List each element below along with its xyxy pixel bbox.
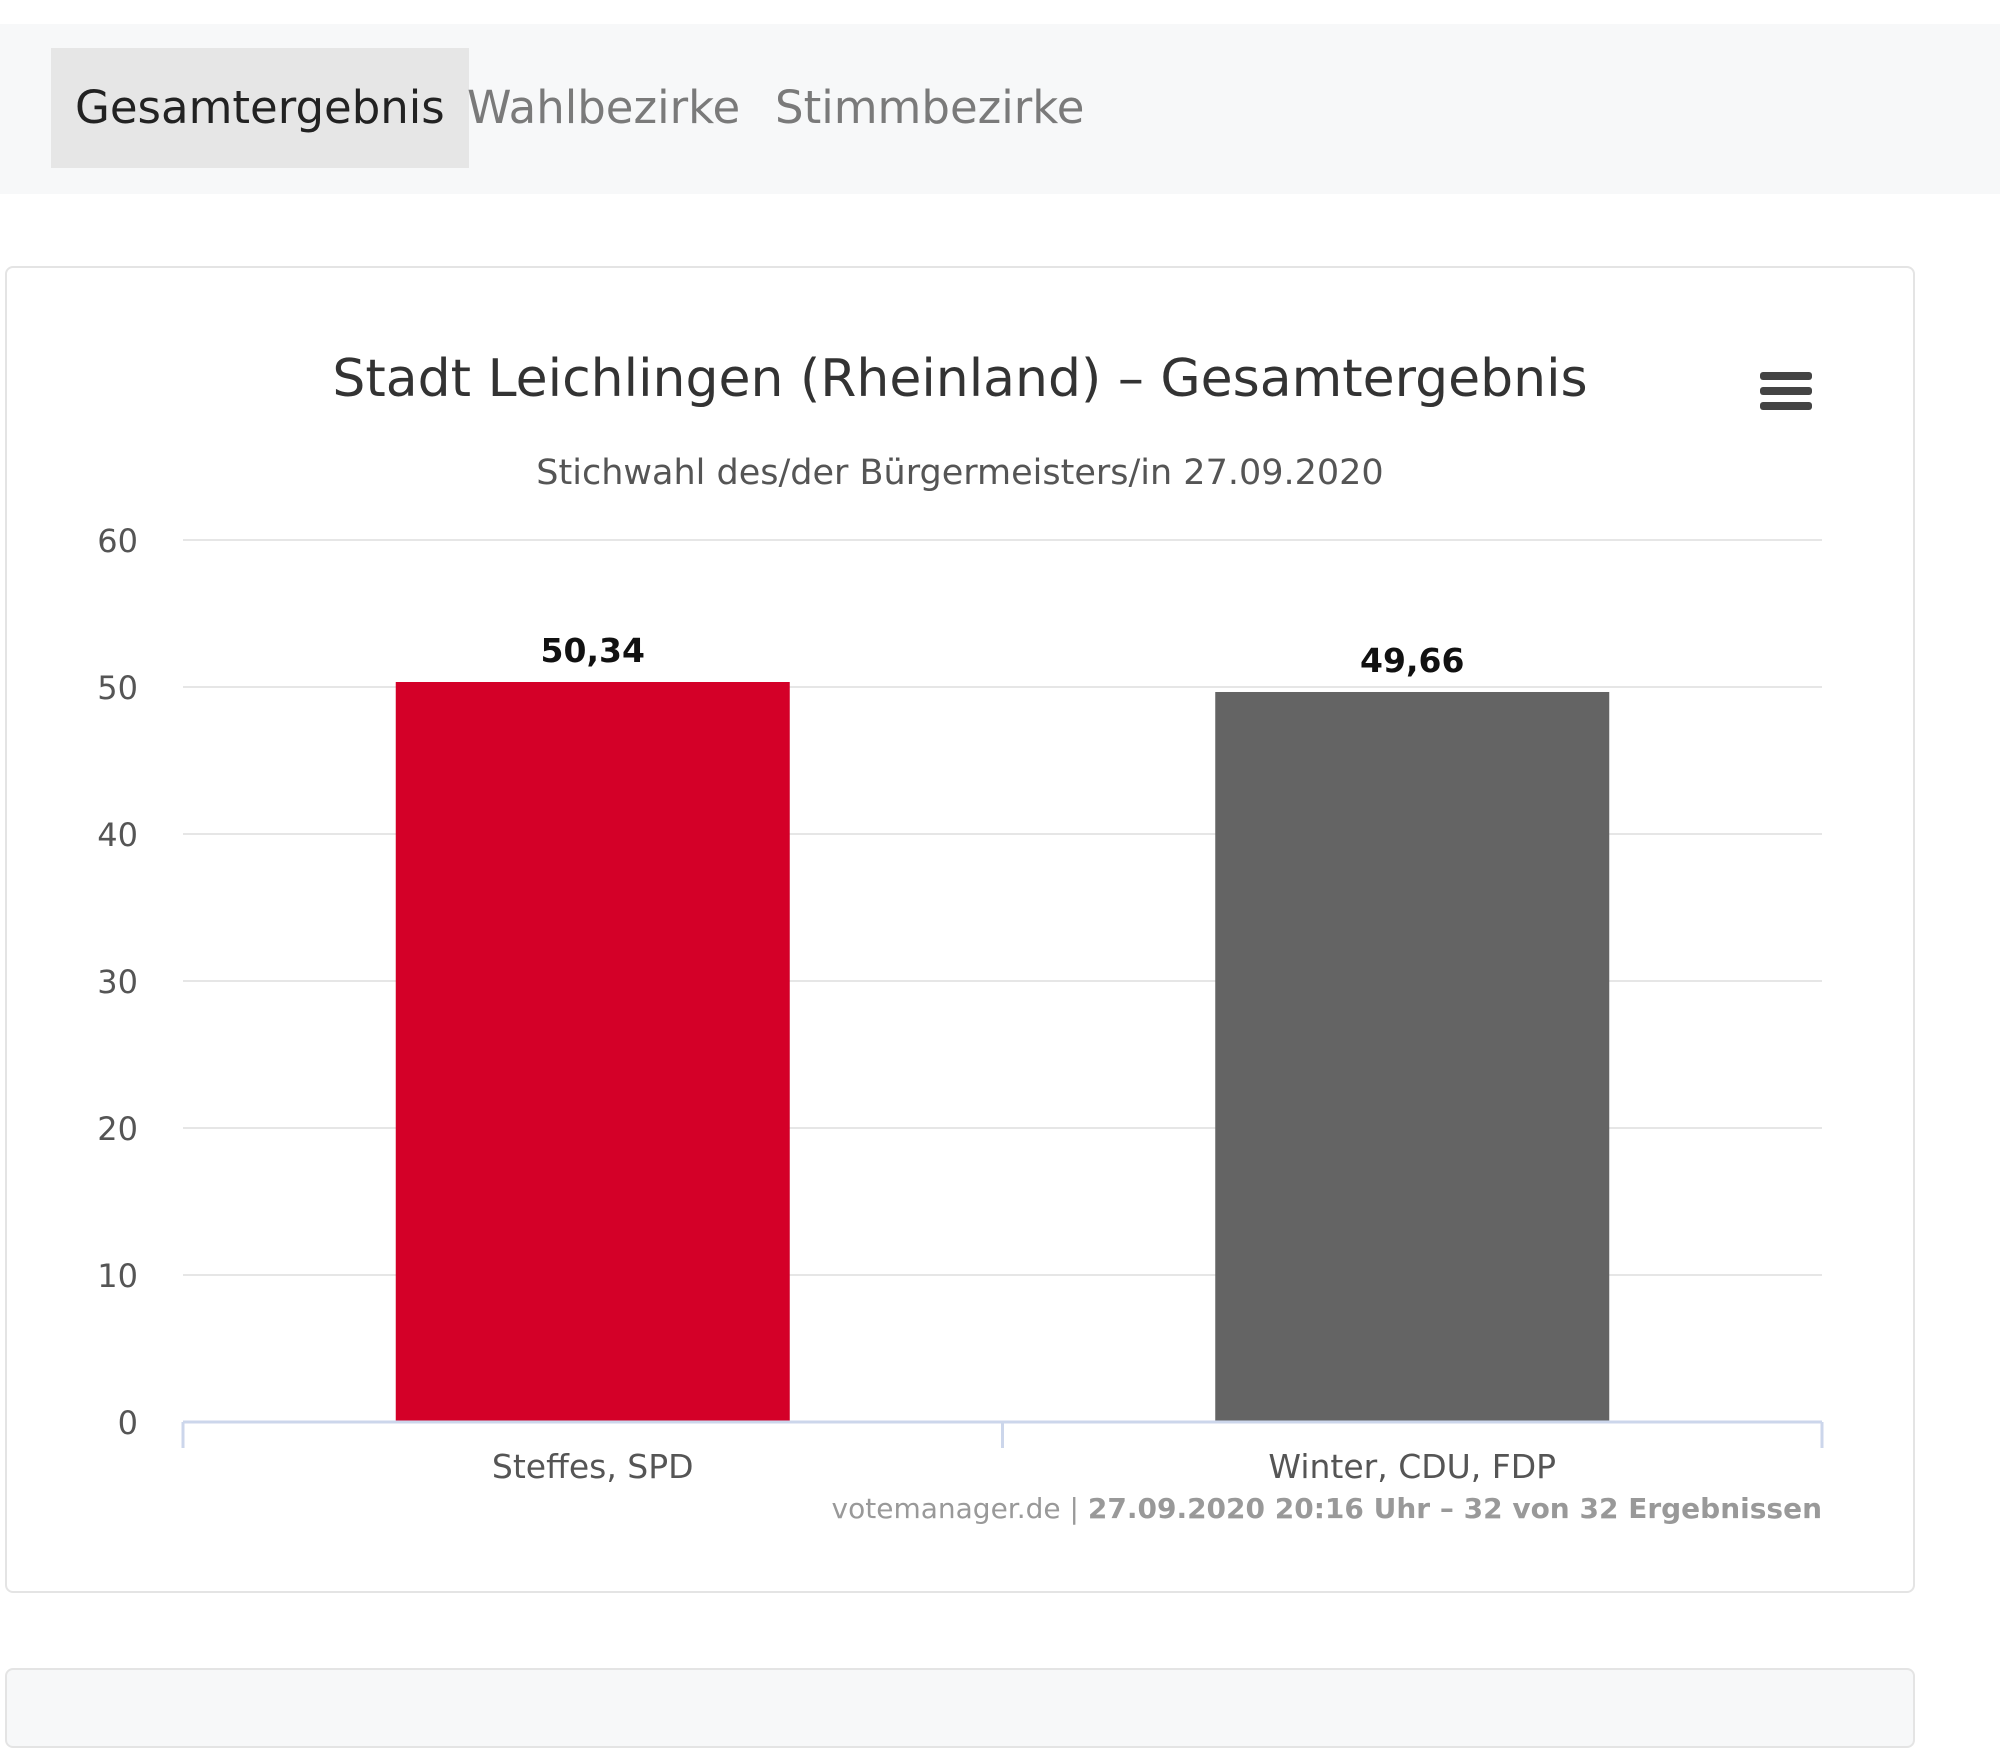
bar[interactable] bbox=[395, 682, 790, 1422]
tab-wahlbezirke[interactable]: Wahlbezirke bbox=[467, 81, 741, 134]
credits-source: votemanager.de bbox=[832, 1492, 1061, 1525]
tab-stimmbezirke[interactable]: Stimmbezirke bbox=[775, 81, 1085, 134]
bar[interactable] bbox=[1215, 691, 1610, 1422]
hamburger-menu-icon[interactable] bbox=[1760, 372, 1812, 412]
x-axis: Steffes, SPD Winter, CDU, FDP bbox=[181, 1420, 1824, 1486]
chart-credits: votemanager.de | 27.09.2020 20:16 Uhr – … bbox=[832, 1492, 1822, 1525]
tab-gesamtergebnis[interactable]: Gesamtergebnis bbox=[51, 48, 469, 168]
tab-bar: Gesamtergebnis Wahlbezirke Stimmbezirke bbox=[0, 24, 2000, 194]
bars: 50,34 49,66 bbox=[395, 631, 1610, 1422]
bar-data-label: 50,34 bbox=[541, 631, 645, 670]
y-tick-label: 0 bbox=[118, 1404, 138, 1442]
y-axis-ticks: 0 10 20 30 40 50 60 bbox=[97, 522, 138, 1442]
credits-detail: 27.09.2020 20:16 Uhr – 32 von 32 Ergebni… bbox=[1088, 1492, 1822, 1525]
y-tick-label: 60 bbox=[97, 522, 138, 560]
bar-data-label: 49,66 bbox=[1360, 641, 1464, 680]
chart: Stadt Leichlingen (Rheinland) – Gesamter… bbox=[97, 349, 1824, 1525]
x-category-label: Steffes, SPD bbox=[492, 1447, 694, 1486]
y-tick-label: 30 bbox=[97, 963, 138, 1001]
chart-subtitle: Stichwahl des/der Bürgermeisters/in 27.0… bbox=[536, 453, 1383, 493]
x-category-label: Winter, CDU, FDP bbox=[1268, 1447, 1556, 1486]
y-tick-label: 20 bbox=[97, 1110, 138, 1148]
y-tick-label: 40 bbox=[97, 816, 138, 854]
next-card bbox=[5, 1668, 1915, 1748]
y-tick-label: 10 bbox=[97, 1257, 138, 1295]
chart-title: Stadt Leichlingen (Rheinland) – Gesamter… bbox=[332, 349, 1587, 409]
credits-separator: | bbox=[1061, 1492, 1088, 1525]
y-tick-label: 50 bbox=[97, 669, 138, 707]
